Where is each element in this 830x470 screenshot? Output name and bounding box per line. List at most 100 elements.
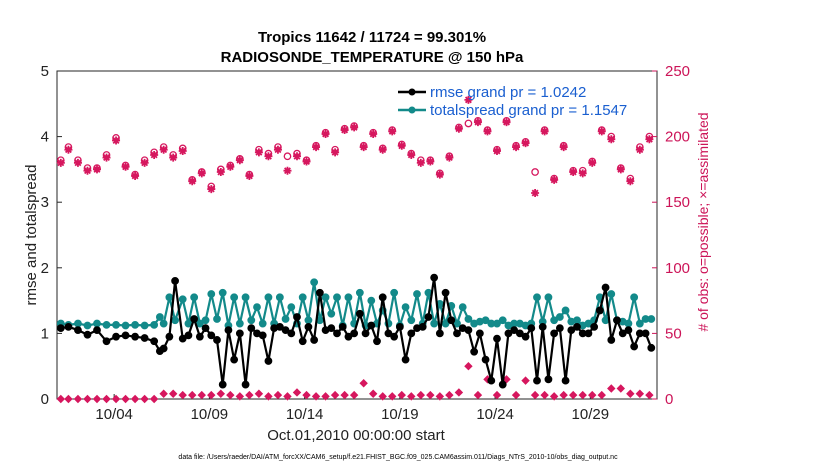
totalspread-point — [207, 290, 216, 298]
totalspread-point — [230, 293, 239, 302]
legend-rmse-marker — [408, 88, 416, 96]
rmse-point — [159, 344, 168, 353]
obs-assimilated-marker — [607, 135, 616, 144]
rmse-point — [121, 331, 130, 340]
obs-low-marker — [292, 388, 302, 397]
obs-assimilated-marker — [302, 157, 311, 166]
totalspread-point — [304, 316, 313, 325]
rmse-point — [515, 329, 524, 338]
totalspread-point — [287, 303, 296, 312]
rmse-point — [384, 329, 393, 338]
obs-assimilated-marker — [93, 165, 101, 174]
totalspread-point — [178, 295, 187, 304]
rmse-point — [407, 329, 416, 338]
obs-low-marker — [207, 390, 216, 400]
data-file-footnote: data file: /Users/raeder/DAI/ATM_forcXX/… — [178, 454, 618, 461]
rmse-point — [544, 375, 553, 384]
totalspread-point — [201, 316, 210, 325]
rmse-point — [435, 329, 444, 338]
rmse-point — [281, 326, 290, 335]
obs-possible-marker — [531, 168, 539, 176]
totalspread-point — [327, 309, 336, 318]
totalspread-point — [190, 293, 199, 302]
obs-low-marker — [73, 394, 83, 404]
obs-low-marker — [540, 390, 549, 400]
totalspread-point — [131, 320, 139, 329]
obs-assimilated-marker — [83, 166, 92, 175]
totalspread-point — [584, 319, 593, 328]
rmse-point — [350, 329, 359, 338]
totalspread-point — [430, 319, 439, 328]
obs-low-marker — [635, 389, 645, 398]
rmse-point — [538, 322, 547, 331]
obs-assimilated-marker — [512, 143, 521, 152]
obs-low-marker — [502, 375, 511, 384]
rmse-point — [453, 329, 461, 338]
rmse-point — [573, 322, 581, 331]
rmse-point — [344, 332, 353, 341]
rmse-point — [647, 343, 656, 352]
y-right-tick-label: 100 — [665, 260, 690, 277]
obs-low-marker — [121, 394, 130, 404]
totalspread-point — [544, 293, 553, 302]
rmse-point — [367, 321, 376, 330]
obs-assimilated-marker — [445, 153, 454, 162]
y-tick-label: 5 — [41, 63, 49, 80]
obs-low-marker — [302, 390, 311, 400]
totalspread-point — [555, 313, 564, 321]
obs-count-series — [56, 95, 654, 404]
obs-low-marker — [645, 390, 654, 400]
rmse-point — [293, 313, 301, 321]
totalspread-point — [561, 306, 570, 315]
plot-area — [56, 70, 658, 400]
obs-low-marker — [216, 389, 226, 398]
totalspread-point — [83, 321, 92, 330]
totalspread-point — [74, 319, 82, 328]
obs-assimilated-marker — [550, 175, 559, 184]
rmse-point — [333, 329, 341, 338]
y-tick-label: 0 — [41, 391, 49, 408]
rmse-point — [275, 322, 284, 331]
rmse-point — [487, 376, 496, 385]
obs-low-marker — [521, 376, 530, 385]
obs-possible-marker — [283, 152, 292, 161]
x-tick-label: 10/19 — [381, 406, 419, 423]
rmse-point — [310, 336, 319, 344]
obs-assimilated-marker — [378, 145, 387, 154]
obs-low-marker — [568, 390, 578, 400]
totalspread-point — [121, 321, 130, 330]
obs-assimilated-marker — [112, 136, 121, 145]
rmse-point — [595, 306, 604, 315]
obs-low-marker — [407, 392, 416, 401]
x-tick-label: 10/24 — [476, 406, 514, 423]
obs-low-marker — [168, 389, 178, 398]
rmse-point — [373, 337, 381, 346]
rmse-point — [470, 347, 479, 356]
obs-low-marker — [626, 389, 635, 398]
y-right-tick-label: 200 — [665, 129, 690, 146]
rmse-point — [184, 331, 193, 340]
y-right-axis-label: # of obs: o=possible; ×=assimilated — [695, 112, 711, 331]
totalspread-point — [258, 319, 267, 328]
totalspread-point — [150, 320, 159, 329]
obs-low-marker — [416, 390, 426, 400]
obs-assimilated-marker — [207, 185, 216, 194]
obs-assimilated-marker — [531, 189, 540, 198]
obs-assimilated-marker — [540, 127, 549, 136]
obs-low-marker — [178, 390, 187, 400]
obs-low-marker — [159, 389, 168, 398]
rmse-point — [171, 277, 179, 285]
obs-assimilated-marker — [264, 152, 273, 161]
totalspread-point — [112, 320, 120, 329]
rmse-point — [74, 326, 82, 335]
obs-assimilated-marker — [331, 148, 340, 157]
rmse-point — [618, 329, 627, 338]
obs-assimilated-marker — [131, 171, 140, 180]
obs-low-marker — [492, 390, 502, 400]
obs-low-marker — [378, 392, 387, 401]
obs-low-marker — [149, 394, 159, 404]
x-tick-label: 10/09 — [191, 406, 229, 423]
obs-low-marker — [607, 384, 616, 393]
totalspread-point — [493, 319, 501, 328]
rmse-point — [213, 336, 221, 344]
